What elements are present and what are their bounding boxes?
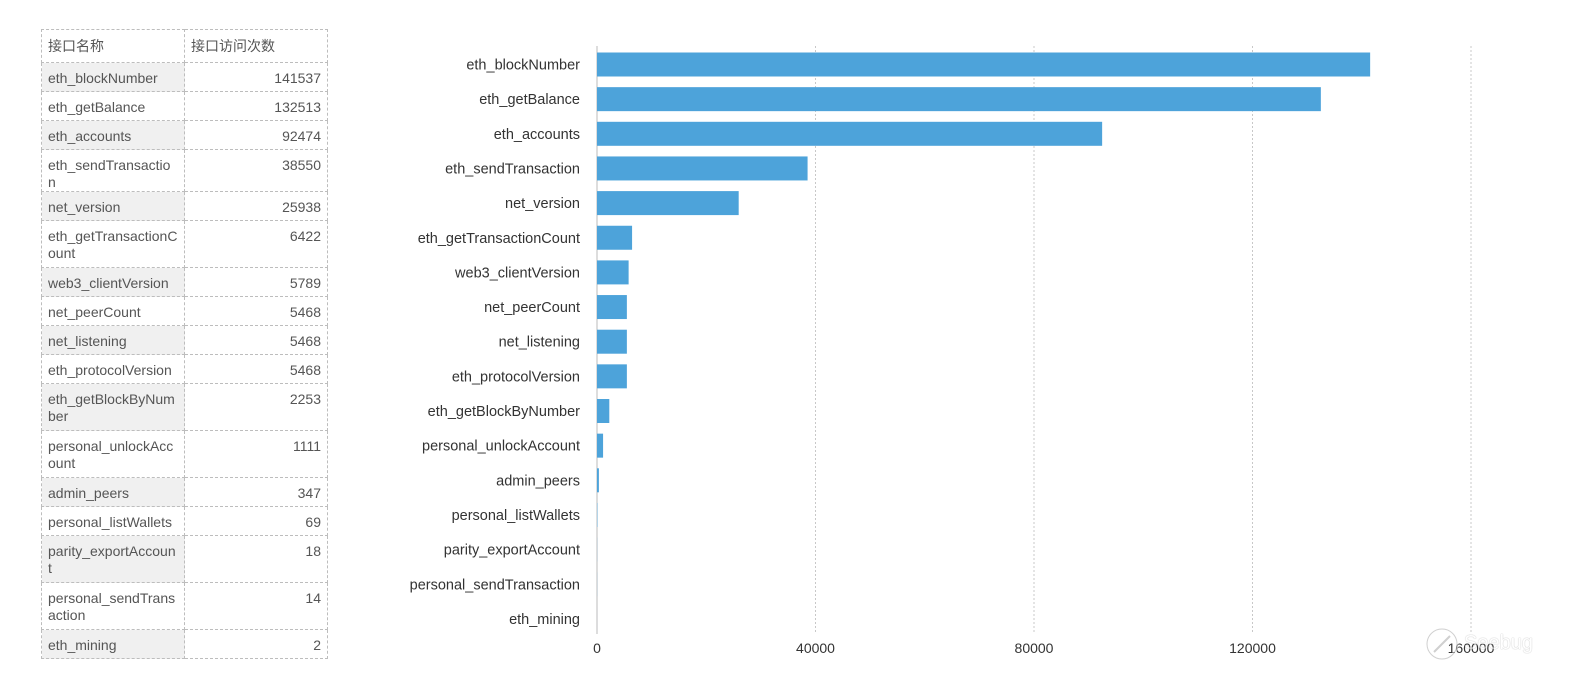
access-count-cell: 2 bbox=[184, 629, 328, 659]
access-count-cell: 92474 bbox=[184, 120, 328, 150]
table-row: eth_getBalance 132513 bbox=[41, 91, 328, 121]
bar bbox=[597, 52, 1371, 77]
bar bbox=[597, 364, 627, 389]
category-label: personal_unlockAccount bbox=[422, 439, 580, 455]
api-name-cell: admin_peers bbox=[41, 477, 185, 507]
bar bbox=[597, 225, 633, 250]
x-tick-label: 0 bbox=[593, 640, 601, 656]
access-count-cell: 14 bbox=[184, 582, 328, 630]
api-count-table: 接口名称 接口访问次数 eth_blockNumber 141537 eth_get… bbox=[41, 29, 328, 659]
category-label: net_peerCount bbox=[484, 300, 580, 316]
category-label: parity_exportAccount bbox=[444, 543, 580, 559]
seebug-logo-icon bbox=[1425, 627, 1459, 661]
access-count-cell: 5468 bbox=[184, 325, 328, 355]
api-name-cell: eth_protocolVersion bbox=[41, 354, 185, 384]
x-tick-label: 40000 bbox=[796, 640, 835, 656]
bar bbox=[597, 260, 629, 285]
bar bbox=[597, 87, 1321, 112]
api-name-cell: net_listening bbox=[41, 325, 185, 355]
api-name-cell: net_version bbox=[41, 191, 185, 221]
access-count-cell: 132513 bbox=[184, 91, 328, 121]
seebug-watermark: Seebug bbox=[1424, 622, 1574, 668]
category-label: eth_accounts bbox=[494, 127, 580, 143]
table-row: net_peerCount 5468 bbox=[41, 296, 328, 326]
access-count-cell: 5468 bbox=[184, 354, 328, 384]
api-name-cell: web3_clientVersion bbox=[41, 267, 185, 297]
api-name-cell: parity_exportAccount bbox=[41, 535, 185, 583]
table-row: personal_unlockAccount 1111 bbox=[41, 430, 328, 478]
table-row: parity_exportAccount 18 bbox=[41, 535, 328, 583]
x-tick-label: 160000 bbox=[1448, 640, 1495, 656]
category-label: eth_mining bbox=[509, 612, 580, 628]
bar bbox=[597, 156, 808, 181]
table-row: personal_sendTransaction 14 bbox=[41, 582, 328, 630]
table-row: eth_getTransactionCount 6422 bbox=[41, 220, 328, 268]
access-count-cell: 18 bbox=[184, 535, 328, 583]
table-header-row: 接口名称 接口访问次数 bbox=[41, 29, 328, 63]
api-name-cell: eth_mining bbox=[41, 629, 185, 659]
api-name-cell: eth_getTransactionCount bbox=[41, 220, 185, 268]
bar bbox=[597, 433, 604, 458]
table-row: eth_mining 2 bbox=[41, 629, 328, 659]
access-count-cell: 6422 bbox=[184, 220, 328, 268]
category-label: personal_listWallets bbox=[452, 508, 580, 524]
access-count-cell: 69 bbox=[184, 506, 328, 536]
api-name-cell: personal_unlockAccount bbox=[41, 430, 185, 478]
access-count-cell: 5468 bbox=[184, 296, 328, 326]
watermark-text: Seebug bbox=[1464, 632, 1533, 654]
access-count-cell: 38550 bbox=[184, 149, 328, 192]
access-count-cell: 347 bbox=[184, 477, 328, 507]
bar bbox=[597, 399, 610, 423]
category-label: net_listening bbox=[499, 335, 580, 351]
access-count-cell: 2253 bbox=[184, 383, 328, 431]
category-label: eth_getTransactionCount bbox=[418, 231, 580, 247]
api-name-cell: net_peerCount bbox=[41, 296, 185, 326]
header-api-name: 接口名称 bbox=[41, 29, 185, 63]
access-count-cell: 141537 bbox=[184, 62, 328, 92]
bar bbox=[597, 295, 627, 320]
api-name-cell: eth_getBlockByNumber bbox=[41, 383, 185, 431]
bar bbox=[597, 121, 1103, 146]
table-row: eth_sendTransaction 38550 bbox=[41, 149, 328, 192]
header-access-count: 接口访问次数 bbox=[184, 29, 328, 63]
bar bbox=[597, 329, 627, 354]
api-name-cell: eth_accounts bbox=[41, 120, 185, 150]
category-label: personal_sendTransaction bbox=[410, 577, 580, 593]
api-name-cell: personal_sendTransaction bbox=[41, 582, 185, 630]
category-label: eth_protocolVersion bbox=[452, 369, 580, 385]
bar bbox=[597, 191, 739, 216]
category-label: admin_peers bbox=[496, 473, 580, 489]
table-row: personal_listWallets 69 bbox=[41, 506, 328, 536]
category-label: eth_sendTransaction bbox=[445, 161, 580, 177]
category-label: web3_clientVersion bbox=[454, 265, 580, 281]
api-name-cell: personal_listWallets bbox=[41, 506, 185, 536]
x-tick-label: 120000 bbox=[1229, 640, 1276, 656]
table-row: eth_protocolVersion 5468 bbox=[41, 354, 328, 384]
api-name-cell: eth_getBalance bbox=[41, 91, 185, 121]
category-label: eth_getBalance bbox=[479, 92, 580, 108]
bar bbox=[597, 468, 599, 493]
category-label: net_version bbox=[505, 196, 580, 212]
category-label: eth_blockNumber bbox=[466, 58, 580, 74]
table-row: admin_peers 347 bbox=[41, 477, 328, 507]
table-row: net_listening 5468 bbox=[41, 325, 328, 355]
api-name-cell: eth_sendTransaction bbox=[41, 149, 185, 192]
table-row: eth_getBlockByNumber 2253 bbox=[41, 383, 328, 431]
category-label: eth_getBlockByNumber bbox=[428, 404, 580, 420]
table-row: eth_accounts 92474 bbox=[41, 120, 328, 150]
x-tick-label: 80000 bbox=[1015, 640, 1054, 656]
